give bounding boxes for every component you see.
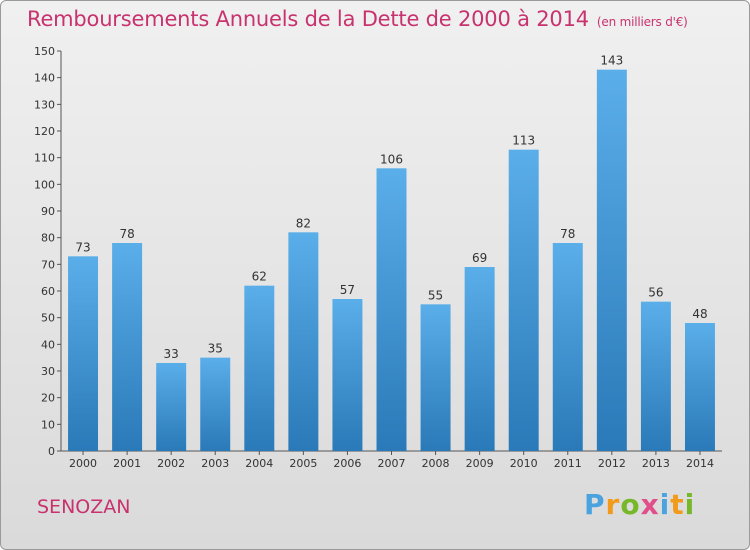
y-tick-label: 0 [48, 445, 55, 458]
y-tick-label: 100 [34, 178, 55, 191]
bar-value-label: 33 [164, 347, 179, 361]
bar-value-label: 62 [252, 270, 267, 284]
y-tick-label: 50 [41, 312, 55, 325]
x-tick-label: 2001 [113, 457, 141, 470]
x-tick-label: 2005 [289, 457, 317, 470]
y-tick-label: 120 [34, 125, 55, 138]
bar-value-label: 113 [512, 134, 535, 148]
y-tick-label: 70 [41, 258, 55, 271]
bar [684, 323, 715, 451]
bar-value-label: 57 [340, 283, 355, 297]
bar-value-label: 73 [75, 240, 90, 254]
x-tick-label: 2007 [378, 457, 406, 470]
y-tick-label: 60 [41, 285, 55, 298]
x-tick-label: 2014 [686, 457, 714, 470]
bar [200, 357, 231, 451]
bar [376, 168, 407, 451]
x-tick-label: 2004 [245, 457, 273, 470]
commune-name: SENOZAN [37, 496, 131, 518]
x-tick-label: 2008 [422, 457, 450, 470]
chart-title: Remboursements Annuels de la Dette de 20… [27, 7, 688, 31]
y-tick-label: 110 [34, 152, 55, 165]
bar [244, 285, 275, 451]
bar [68, 256, 99, 451]
x-tick-label: 2002 [157, 457, 185, 470]
bar-value-label: 48 [692, 307, 707, 321]
y-tick-label: 90 [41, 205, 55, 218]
bar [640, 301, 671, 451]
x-axis: 2000 2001 2002 2003 2004 2005 2006 2007 2008 2009… [61, 450, 722, 470]
bar [156, 363, 187, 451]
bar [508, 149, 539, 452]
bar-value-label: 82 [296, 216, 311, 230]
bar [464, 267, 495, 451]
bar-value-label: 143 [600, 54, 623, 68]
bar [332, 299, 363, 451]
bar-value-label: 78 [119, 227, 134, 241]
x-tick-label: 2012 [598, 457, 626, 470]
bars: 73 78 33 35 62 82 57 106 55 69 113 78 143 56 48 [68, 54, 715, 452]
bar-value-label: 69 [472, 251, 487, 265]
x-tick-label: 2013 [642, 457, 670, 470]
y-tick-label: 30 [41, 365, 55, 378]
bar-value-label: 56 [648, 286, 663, 300]
x-tick-label: 2009 [466, 457, 494, 470]
y-tick-label: 80 [41, 232, 55, 245]
y-tick-label: 10 [41, 418, 55, 431]
y-tick-label: 20 [41, 392, 55, 405]
x-tick-label: 2003 [201, 457, 229, 470]
y-axis: 0 10 20 30 40 50 60 70 80 90 100 110 120 130 140 150 [34, 45, 62, 458]
bar [596, 69, 627, 452]
x-tick-label: 2011 [554, 457, 582, 470]
chart-title-text: Remboursements Annuels de la Dette de 20… [27, 7, 589, 31]
y-tick-label: 150 [34, 45, 55, 58]
bar-value-label: 78 [560, 227, 575, 241]
bar [552, 243, 583, 451]
chart-subtitle: (en milliers d'€) [596, 15, 688, 29]
bar [112, 243, 143, 451]
bar-value-label: 35 [208, 342, 223, 356]
x-tick-label: 2006 [333, 457, 361, 470]
x-tick-label: 2010 [510, 457, 538, 470]
y-tick-label: 140 [34, 72, 55, 85]
y-tick-label: 40 [41, 338, 55, 351]
bar [288, 232, 319, 451]
bar-value-label: 106 [380, 152, 403, 166]
bar-value-label: 55 [428, 288, 443, 302]
proxiti-logo: Proxiti [584, 488, 696, 521]
y-tick-label: 130 [34, 98, 55, 111]
bar [420, 304, 451, 451]
x-tick-label: 2000 [69, 457, 97, 470]
